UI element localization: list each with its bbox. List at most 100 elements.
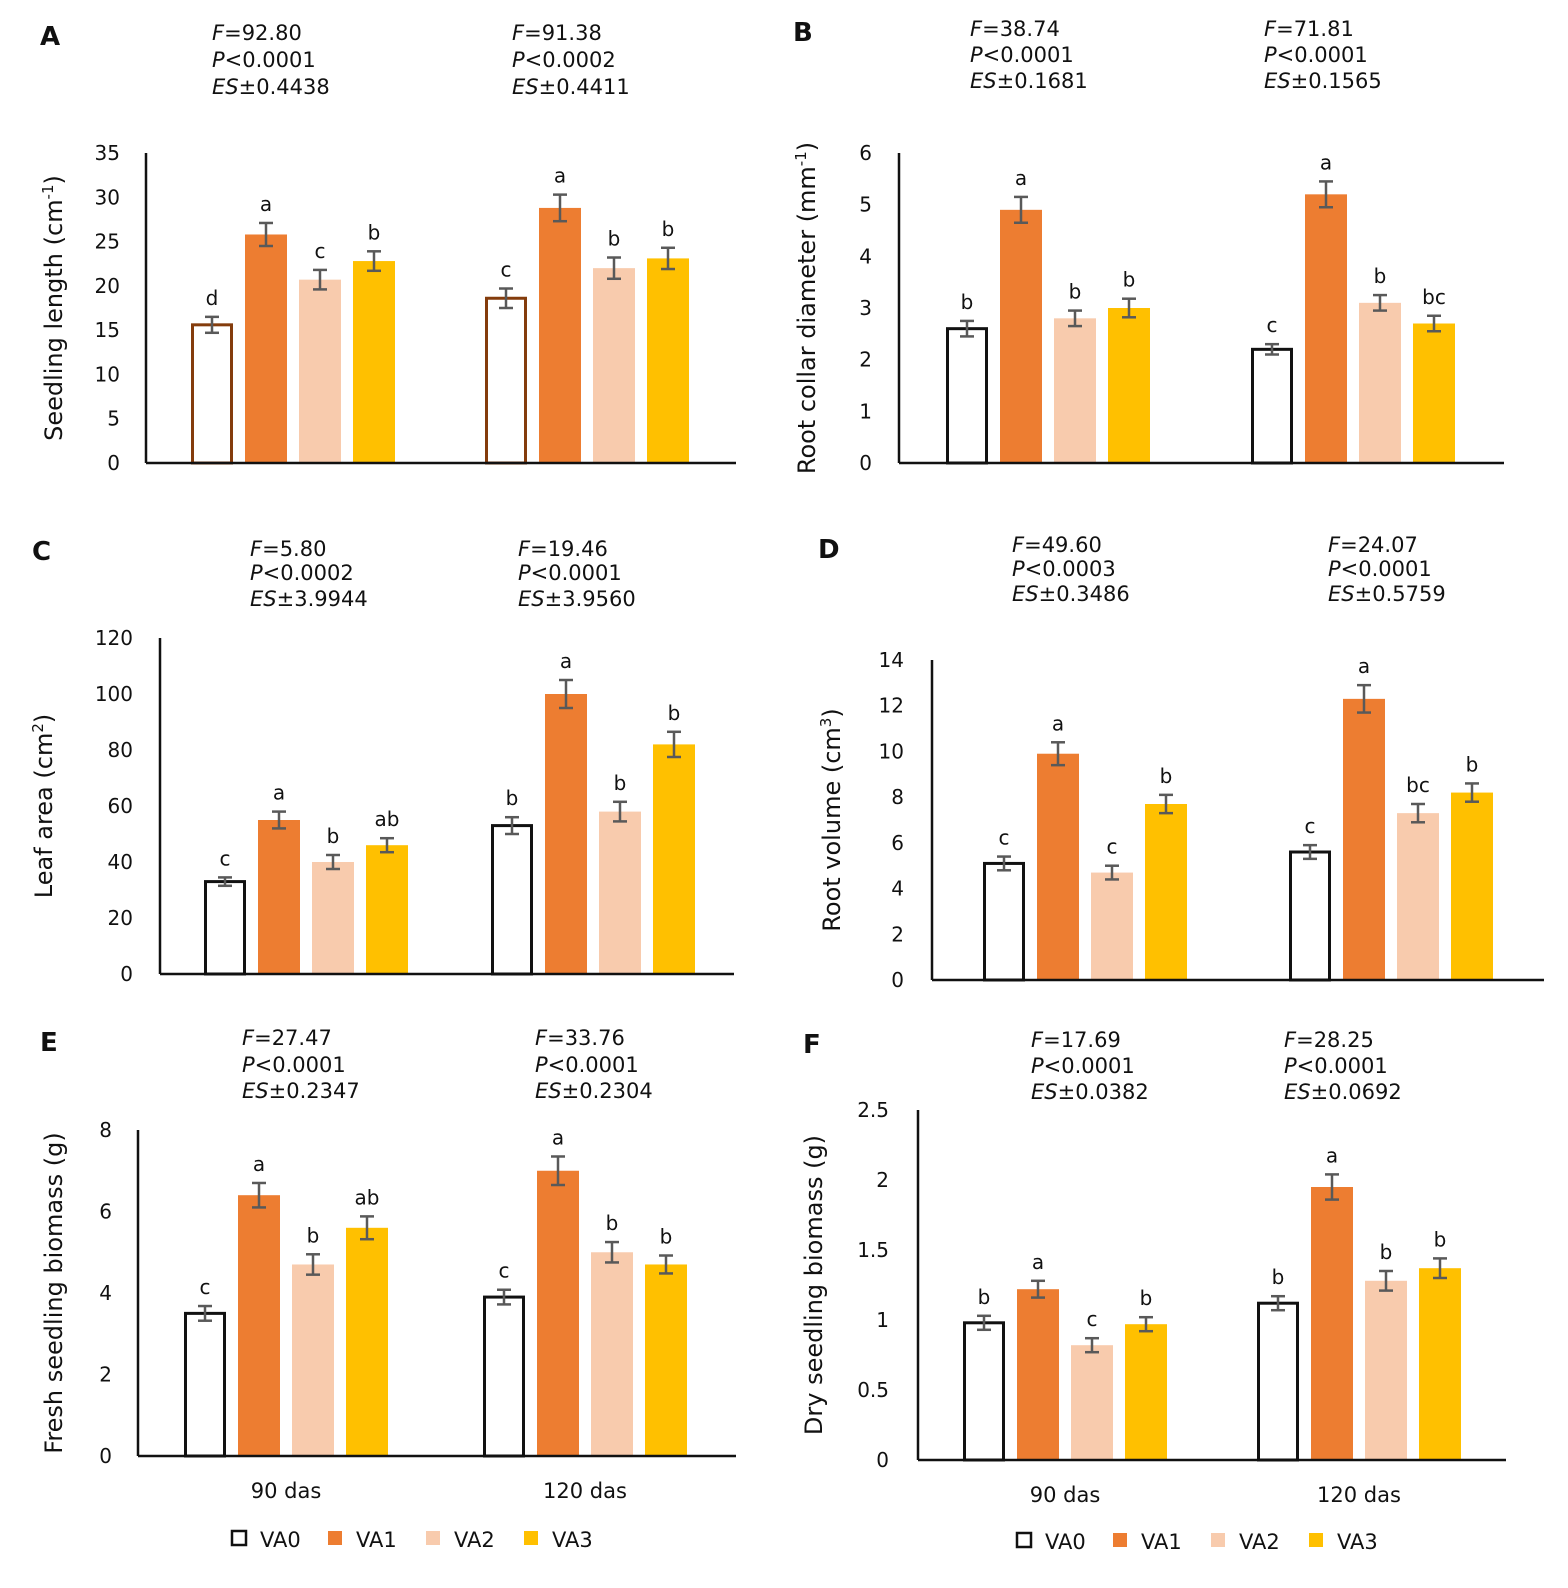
stat-symbol: F (970, 17, 983, 41)
stat-value: ±3.9944 (277, 587, 368, 611)
y-axis-label: Seedling length (cm-1) (39, 175, 68, 441)
bar-va2-1 (1359, 302, 1401, 463)
stat-p: P<0.0001 (970, 43, 1074, 67)
stat-value: ±3.9560 (545, 587, 636, 611)
stat-symbol: F (1264, 17, 1277, 41)
panel-letter: D (818, 535, 840, 565)
significance-letter: a (1052, 711, 1064, 735)
y-axis-label-tail: ) (818, 708, 846, 717)
y-tick-label: 3 (859, 296, 872, 320)
stat-symbol: P (1264, 43, 1277, 67)
stat-symbol: F (250, 537, 263, 561)
stat-p: P<0.0001 (518, 561, 622, 585)
panel-f: F 0 0.5 1 1.5 2 2.5 Dry seedling biomass (g) b b a… (800, 1028, 1506, 1507)
significance-letter: b (1272, 1265, 1285, 1289)
y-axis-label-main: Root volume (cm (818, 727, 846, 931)
stat-value: =33.76 (547, 1026, 625, 1050)
bar-va2-0 (1071, 1345, 1113, 1460)
stat-p: P<0.0002 (512, 48, 616, 72)
legend-label: VA2 (1239, 1530, 1280, 1554)
y-tick-label: 6 (891, 831, 904, 855)
y-axis-label: Root volume (cm3) (817, 708, 846, 931)
stat-symbol: ES (1284, 1080, 1311, 1104)
significance-letter: b (1374, 264, 1387, 288)
y-tick-label: 0.5 (857, 1378, 889, 1402)
significance-letter: c (999, 826, 1010, 850)
y-tick-label: 4 (99, 1281, 112, 1305)
stat-es: ES±0.1681 (970, 69, 1088, 93)
y-axis-label-sup: -1 (39, 184, 57, 199)
bar-va3-0 (346, 1227, 388, 1456)
stat-value: <0.0002 (263, 561, 354, 585)
stat-symbol: F (512, 21, 525, 45)
stat-p: P<0.0001 (242, 1053, 346, 1077)
legend-swatch-va3 (524, 1531, 538, 1545)
stat-symbol: ES (1031, 1080, 1058, 1104)
significance-letter: b (1160, 764, 1173, 788)
stat-value: <0.0002 (525, 48, 616, 72)
bar-va3-1 (653, 744, 695, 974)
bar-va0-0 (983, 861, 1025, 982)
significance-letter: b (614, 771, 627, 795)
y-tick-label: 4 (859, 244, 872, 268)
legend-label: VA1 (356, 1528, 397, 1552)
significance-letter: a (1358, 654, 1370, 678)
y-tick-label: 14 (879, 648, 904, 672)
legend-swatch-va2 (1211, 1533, 1225, 1547)
y-tick-label: 1 (876, 1308, 889, 1332)
y-axis-label-main: Dry seedling biomass (g) (800, 1135, 828, 1435)
stat-value: ±0.1681 (997, 69, 1088, 93)
stat-symbol: F (1031, 1028, 1044, 1052)
stat-value: <0.0001 (1341, 557, 1432, 581)
legend-swatch-va3 (1309, 1533, 1323, 1547)
significance-letter: c (499, 1259, 510, 1283)
y-tick-label: 2 (99, 1363, 112, 1387)
significance-letter: b (961, 290, 974, 314)
significance-letter: a (260, 192, 272, 216)
legend-label: VA1 (1141, 1530, 1182, 1554)
bar-va3-1 (1419, 1268, 1461, 1460)
stat-f: F=38.74 (970, 17, 1060, 41)
stat-value: =5.80 (262, 537, 326, 561)
bar-va1-1 (537, 1170, 579, 1456)
y-tick-label: 35 (95, 141, 120, 165)
y-tick-label: 120 (95, 626, 133, 650)
legend-label: VA3 (1337, 1530, 1378, 1554)
significance-letter: a (1015, 166, 1027, 190)
stat-value: ±0.5759 (1355, 582, 1446, 606)
stat-symbol: P (242, 1053, 255, 1077)
significance-letter: c (1267, 313, 1278, 337)
y-tick-label: 0 (891, 968, 904, 992)
bar-va3-1 (1451, 792, 1493, 980)
legend-swatch-va2 (426, 1531, 440, 1545)
bar-va1-0 (245, 234, 287, 463)
bar-va2-0 (1054, 318, 1096, 463)
significance-letter: bc (1406, 773, 1430, 797)
stat-value: ±0.1565 (1291, 69, 1382, 93)
y-tick-label: 20 (108, 906, 133, 930)
stat-value: ±0.4438 (239, 75, 330, 99)
significance-letter: d (206, 286, 219, 310)
stat-symbol: F (1284, 1028, 1297, 1052)
stat-value: <0.0001 (1044, 1054, 1135, 1078)
panel-letter: B (793, 18, 813, 48)
bar-va1-1 (539, 207, 581, 463)
stat-p: P<0.0001 (1328, 557, 1432, 581)
stat-es: ES±0.1565 (1264, 69, 1382, 93)
y-axis-label: Dry seedling biomass (g) (800, 1135, 828, 1435)
stat-symbol: ES (1328, 582, 1355, 606)
stat-value: =71.81 (1276, 17, 1354, 41)
y-tick-label: 10 (95, 362, 120, 386)
significance-letter: a (253, 1152, 265, 1176)
stat-value: ±0.2304 (562, 1079, 653, 1103)
stat-value: <0.0003 (1025, 557, 1116, 581)
y-tick-label: 2 (859, 348, 872, 372)
stat-es: ES±3.9560 (518, 587, 636, 611)
stat-symbol: ES (512, 75, 539, 99)
y-axis-label-sup: -1 (792, 151, 810, 166)
significance-letter: a (1032, 1250, 1044, 1274)
y-tick-label: 0 (99, 1444, 112, 1468)
stat-symbol: F (1328, 533, 1341, 557)
